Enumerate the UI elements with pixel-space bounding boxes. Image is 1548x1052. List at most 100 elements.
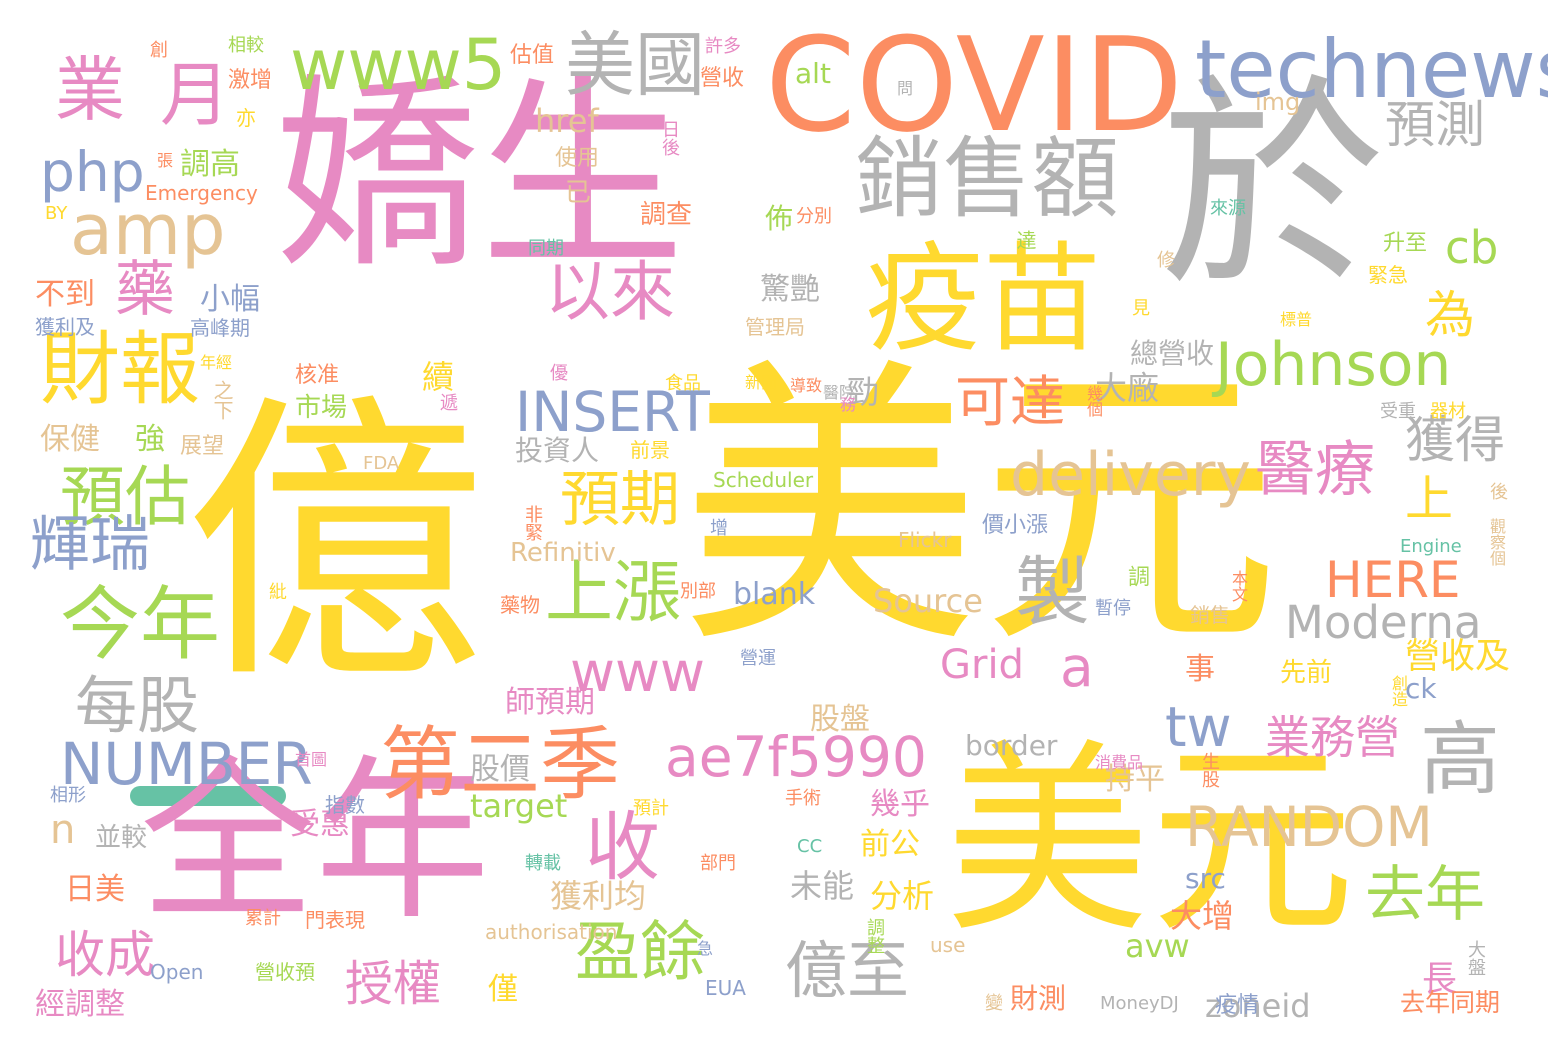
cloud-word-7: 疫苗	[865, 230, 1102, 368]
cloud-word-89: 勁	[842, 375, 880, 407]
cloud-word-blank: blank	[733, 577, 816, 612]
cloud-word-source: Source	[873, 582, 983, 620]
cloud-word-155: 食品	[665, 373, 701, 394]
cloud-word-open: Open	[150, 960, 204, 984]
cloud-word-77: 佈	[765, 202, 794, 235]
cloud-word-140: 日後	[659, 120, 680, 156]
cloud-word-2: 美元	[945, 723, 1355, 961]
cloud-word-141: 同期	[528, 238, 564, 259]
cloud-word-eua: EUA	[705, 976, 746, 1000]
cloud-word-130: 部門	[700, 853, 736, 874]
cloud-word-58: 分析	[870, 877, 935, 915]
cloud-word-47: 營收及	[1405, 637, 1511, 677]
cloud-word-174: 門表現	[305, 908, 365, 932]
cloud-word-145: 標普	[1280, 310, 1313, 329]
cloud-word-139: 許多	[705, 36, 741, 57]
cloud-word-22: 為	[1425, 286, 1475, 344]
cloud-word-35: 上	[1405, 471, 1454, 527]
cloud-word-emergency: Emergency	[145, 181, 258, 205]
cloud-word-random: RANDOM	[1185, 795, 1433, 859]
cloud-word-117: 並較	[95, 823, 148, 853]
cloud-word-67: 調高	[180, 147, 240, 182]
cloud-word-165: 本文	[1229, 570, 1248, 602]
cloud-word-1: 美元	[680, 335, 1280, 684]
cloud-word-27: 獲得	[1405, 411, 1505, 469]
cloud-word-75: 使用	[555, 146, 600, 171]
cloud-word-cc: CC	[797, 836, 823, 857]
cloud-word-insert: INSERT	[515, 380, 710, 444]
cloud-word-66: 財測	[1010, 982, 1067, 1015]
cloud-word-173: 累計	[245, 908, 281, 929]
cloud-word-tw: tw	[1165, 695, 1232, 759]
cloud-word-24: 可達	[955, 370, 1066, 434]
cloud-word-171: 調	[1124, 565, 1149, 587]
cloud-word-61: 長	[1416, 960, 1456, 995]
cloud-word-delivery: delivery	[1010, 440, 1251, 510]
cloud-word-125: 生股	[1199, 752, 1220, 788]
cloud-word-163: 增	[710, 518, 728, 539]
cloud-word-181: 問	[894, 80, 913, 96]
cloud-word-17: 財報	[40, 323, 200, 416]
cloud-word-5: 全年	[140, 741, 490, 944]
cloud-word-ck: ck	[1405, 672, 1437, 705]
cloud-word-scheduler: Scheduler	[713, 468, 814, 492]
cloud-word-113: 疫情	[1215, 993, 1260, 1018]
cloud-word-150: 幾個	[1084, 385, 1103, 417]
cloud-word-91: 核准	[295, 363, 340, 388]
cloud-word-54: 授權	[345, 956, 442, 1012]
cloud-word-179: 僅	[488, 972, 518, 1007]
cloud-word-by: BY	[45, 203, 68, 224]
cloud-word-135: 激增	[228, 68, 273, 93]
cloud-word-26: 醫療	[1255, 435, 1375, 505]
cloud-word-168: 暫停	[1095, 598, 1131, 619]
cloud-word-36: 每股	[75, 669, 200, 742]
cloud-word-96: 投資人	[515, 434, 600, 467]
cloud-word-ae7f5990: ae7f5990	[665, 725, 927, 789]
cloud-word-81: 不到	[35, 277, 95, 312]
cloud-word-122: 事	[1185, 652, 1215, 687]
cloud-word-20: 預測	[1385, 96, 1485, 154]
cloud-word-here: HERE	[1325, 551, 1461, 609]
cloud-word-59: 未能	[790, 867, 855, 905]
cloud-word-71: 營收	[700, 66, 745, 91]
cloud-word-avw: avw	[1125, 927, 1190, 965]
cloud-word-144: 見	[1129, 298, 1150, 316]
cloud-word-46: 業務營	[1265, 711, 1401, 764]
cloud-word-flickr: Flickr	[898, 528, 952, 552]
cloud-word-148: 醫院	[823, 383, 856, 402]
cloud-word-covid: COVID	[765, 9, 1184, 161]
cloud-word-engine: Engine	[1400, 536, 1462, 557]
underline-bar	[130, 786, 286, 806]
cloud-word-124: 創造	[1389, 675, 1408, 707]
cloud-word-116: 日美	[65, 872, 125, 907]
cloud-word-49: 收	[585, 803, 661, 891]
cloud-word-moderna: Moderna	[1285, 596, 1482, 649]
cloud-word-53: 收成	[55, 926, 155, 984]
cloud-word-99: 股價	[470, 752, 530, 787]
cloud-word-95: 展望	[180, 434, 225, 459]
cloud-word-16: 藥	[115, 255, 175, 325]
cloud-word-use: use	[930, 933, 966, 957]
cloud-word-www: www	[570, 640, 705, 704]
cloud-word-n: n	[50, 807, 76, 853]
cloud-word-refinitiv: Refinitiv	[510, 538, 616, 568]
cloud-word-65: 去年同期	[1400, 988, 1501, 1017]
cloud-word-157: 優	[547, 363, 568, 381]
cloud-word-134: 相較	[228, 35, 264, 56]
cloud-word-href: href	[535, 102, 599, 140]
cloud-word-11: 美國	[565, 24, 705, 106]
cloud-word-90: 續	[417, 360, 455, 392]
cloud-word-78: 分別	[796, 206, 832, 227]
cloud-word-118: 受惠	[290, 807, 350, 842]
cloud-word-160: 後	[1487, 482, 1508, 500]
cloud-word-img: img	[1255, 88, 1301, 116]
cloud-word-129: 手術	[785, 788, 821, 809]
cloud-word-136: 亦	[236, 106, 256, 130]
cloud-word-156: 遞	[440, 393, 458, 414]
cloud-word-82: 小幅	[200, 282, 260, 317]
cloud-word-79: 升至	[1383, 231, 1428, 256]
cloud-word-101: 師預期	[505, 685, 595, 720]
cloud-word-153: 前景	[630, 438, 670, 462]
cloud-word-132: 轉載	[525, 853, 561, 874]
cloud-word-84: 獲利及	[35, 315, 95, 339]
